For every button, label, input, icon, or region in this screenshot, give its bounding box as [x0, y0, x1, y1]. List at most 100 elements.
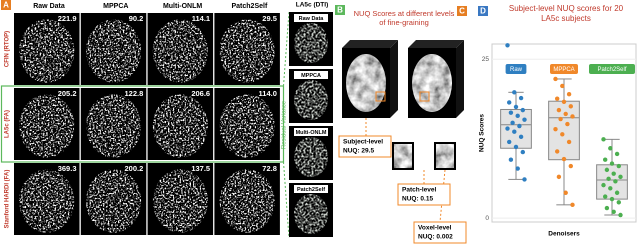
level-name: Subject-level — [343, 139, 383, 146]
image-label: Multi-ONLM — [296, 130, 327, 136]
data-point — [601, 182, 606, 188]
data-point — [553, 76, 558, 82]
y-axis-label: NUQ Scores — [479, 114, 486, 152]
data-point — [518, 95, 524, 101]
data-point — [517, 123, 522, 129]
residual-image — [294, 80, 328, 120]
column-header: MPPCA — [103, 3, 128, 10]
residual-image — [294, 23, 328, 63]
panel-b-title: LA5c (DTI) — [296, 2, 329, 9]
data-point — [556, 107, 562, 113]
data-point — [505, 126, 510, 131]
data-point — [553, 126, 558, 132]
data-point — [603, 157, 608, 162]
data-point — [512, 129, 517, 134]
data-point — [518, 134, 524, 140]
data-point — [609, 161, 615, 166]
image-label: MPPCA — [301, 73, 321, 79]
data-point — [608, 186, 613, 191]
data-point — [566, 139, 572, 145]
legend-chip — [505, 64, 527, 74]
data-point — [609, 196, 615, 202]
legend-label: Raw — [510, 67, 523, 73]
score-label: 114.1 — [192, 14, 210, 23]
data-point — [570, 114, 575, 119]
data-point — [520, 107, 525, 113]
data-point — [515, 113, 520, 119]
data-point — [555, 96, 560, 101]
score-label: 205.2 — [58, 89, 77, 98]
panel-label: B — [337, 6, 343, 15]
brain-image — [219, 94, 275, 158]
data-point — [513, 144, 519, 150]
data-point — [560, 83, 565, 89]
score-label: 122.8 — [125, 89, 144, 98]
column-header: Multi-ONLM — [163, 3, 202, 10]
level-score: NUQ: 0.002 — [418, 234, 453, 241]
data-point — [608, 146, 613, 151]
data-point — [618, 174, 623, 180]
data-point — [560, 132, 565, 137]
data-point — [515, 166, 520, 171]
data-point — [604, 167, 610, 173]
column-header: Patch2Self — [232, 3, 268, 10]
brain-image — [86, 169, 142, 233]
image-label: Patch2Self — [297, 187, 325, 193]
x-axis-label: Denoisers — [548, 231, 580, 238]
data-point — [618, 212, 623, 218]
panel-label-box — [457, 6, 467, 16]
level-score: NUQ: 29.5 — [343, 148, 374, 155]
panel-label-box — [478, 6, 488, 16]
score-label: 29.5 — [262, 14, 277, 23]
side-label: Residual Variance — [282, 100, 288, 149]
data-point — [561, 156, 567, 162]
score-label: 200.2 — [125, 164, 144, 173]
brain-image — [19, 19, 75, 83]
brain-image — [152, 94, 208, 158]
y-tick-label: 25 — [482, 56, 490, 63]
data-point — [563, 111, 568, 117]
data-point — [520, 149, 525, 155]
level-name: Voxel-level — [418, 225, 452, 232]
data-point — [611, 171, 616, 176]
data-point — [508, 110, 514, 115]
cube — [408, 40, 464, 118]
image-tag — [294, 185, 328, 193]
y-tick-label: 0 — [485, 215, 489, 222]
data-point — [568, 104, 573, 109]
residual-image — [294, 194, 328, 234]
score-label: 137.5 — [191, 164, 210, 173]
data-point — [603, 194, 608, 199]
data-point — [611, 209, 616, 215]
brain-image — [219, 169, 275, 233]
brain-image — [86, 94, 142, 158]
brain-image — [19, 169, 75, 233]
data-point — [505, 43, 510, 48]
plot-frame — [491, 43, 637, 223]
column-header: Raw Data — [33, 3, 65, 10]
level-box — [397, 183, 451, 206]
data-point — [613, 179, 618, 184]
image-label: Raw Data — [299, 16, 325, 22]
score-label: 221.9 — [58, 14, 77, 23]
score-label: 369.3 — [58, 164, 77, 173]
panel-label: D — [480, 7, 486, 16]
score-label: 90.2 — [129, 14, 144, 23]
data-point — [616, 163, 621, 169]
legend-label: MPPCA — [553, 67, 574, 73]
data-point — [601, 137, 606, 142]
legend-chip — [589, 64, 635, 74]
data-point — [614, 151, 620, 157]
brain-image — [152, 169, 208, 233]
data-point — [522, 177, 527, 182]
residual-image — [294, 137, 328, 177]
connector — [439, 169, 446, 223]
image-tag — [294, 71, 328, 79]
level-box — [413, 221, 467, 244]
brain-image — [19, 94, 75, 158]
data-point — [522, 117, 527, 122]
chart-title: Subject-level NUQ scores for 20 LA5c sub… — [508, 4, 624, 23]
data-point — [508, 157, 514, 162]
data-point — [507, 100, 512, 105]
